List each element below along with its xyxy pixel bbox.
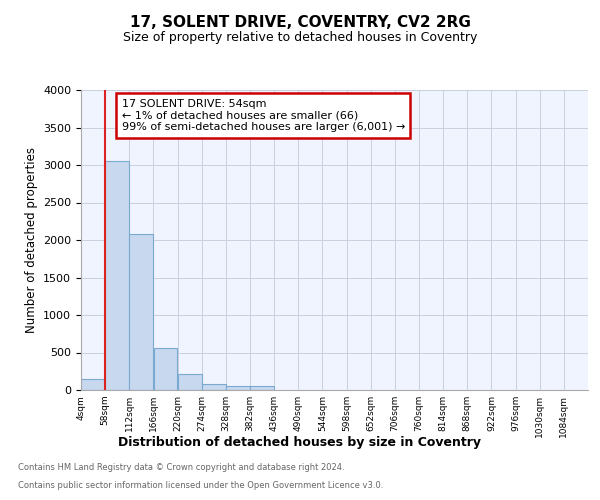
Text: Size of property relative to detached houses in Coventry: Size of property relative to detached ho… xyxy=(123,31,477,44)
Bar xyxy=(178,374,202,390)
Text: Contains public sector information licensed under the Open Government Licence v3: Contains public sector information licen… xyxy=(18,481,383,490)
Bar xyxy=(130,234,154,390)
Bar xyxy=(250,386,274,390)
Bar xyxy=(105,161,129,390)
Y-axis label: Number of detached properties: Number of detached properties xyxy=(25,147,38,333)
Text: 17, SOLENT DRIVE, COVENTRY, CV2 2RG: 17, SOLENT DRIVE, COVENTRY, CV2 2RG xyxy=(130,15,470,30)
Text: Contains HM Land Registry data © Crown copyright and database right 2024.: Contains HM Land Registry data © Crown c… xyxy=(18,464,344,472)
Bar xyxy=(154,348,178,390)
Bar xyxy=(202,384,226,390)
Text: Distribution of detached houses by size in Coventry: Distribution of detached houses by size … xyxy=(119,436,482,449)
Bar xyxy=(226,386,250,390)
Bar xyxy=(81,379,105,390)
Text: 17 SOLENT DRIVE: 54sqm
← 1% of detached houses are smaller (66)
99% of semi-deta: 17 SOLENT DRIVE: 54sqm ← 1% of detached … xyxy=(122,99,405,132)
